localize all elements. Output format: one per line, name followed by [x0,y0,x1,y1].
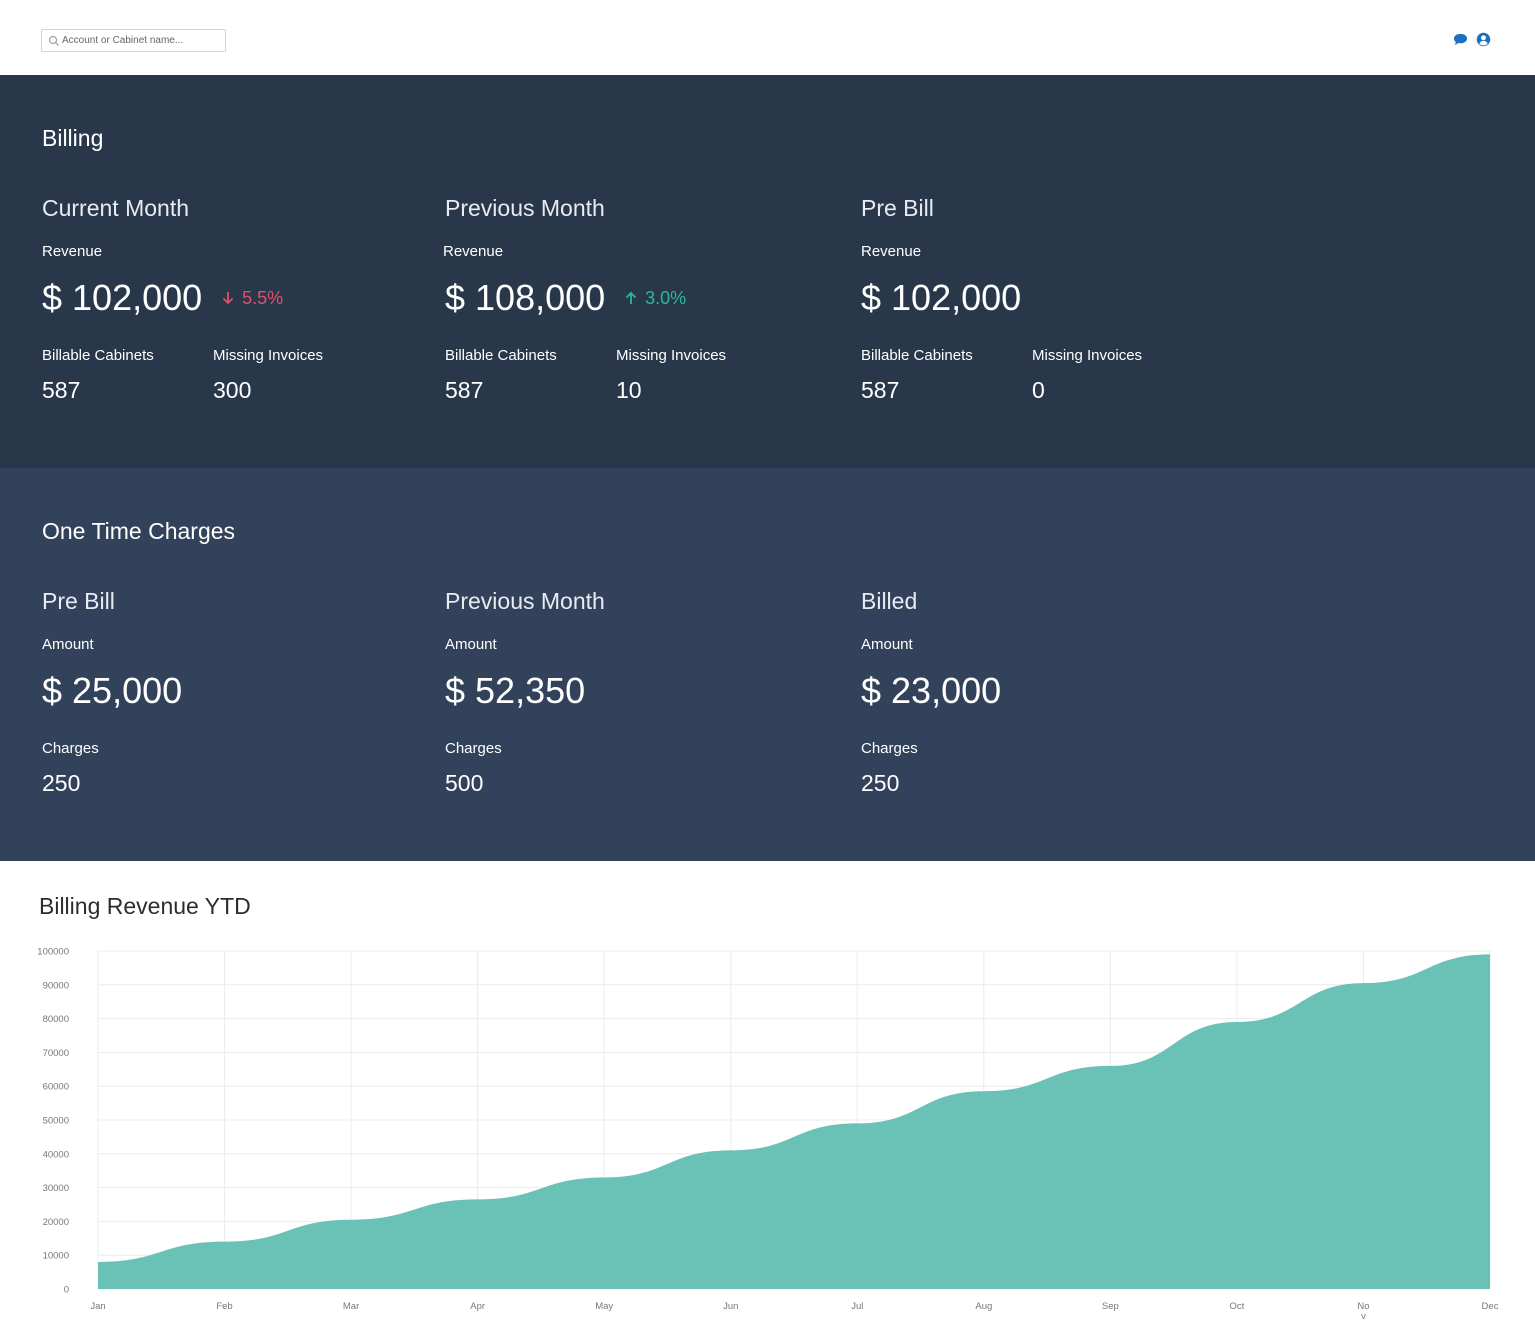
x-tick-label: Jun [723,1301,738,1312]
amount-value: $ 102,000 [42,277,203,318]
x-tick-label: v [1361,1311,1366,1322]
x-tick-label: No [1357,1301,1369,1312]
otc-previous-month: Previous Month Amount $ 52,350 Charges 5… [445,588,605,796]
y-tick-label: 90000 [43,980,69,991]
trend-value: 5.5% [242,287,284,308]
charges-label: Charges [861,740,918,757]
otc-pre-bill: Pre Bill Amount $ 25,000 Charges 250 [42,588,182,796]
billing-current-month: Current Month Revenue $ 102,000 5.5% Bil… [42,195,323,403]
charges-value: 250 [42,770,81,796]
y-tick-label: 70000 [43,1048,69,1059]
amount-label: Amount [861,636,913,653]
column-heading: Previous Month [445,195,605,221]
y-tick-label: 40000 [43,1149,69,1160]
y-tick-label: 20000 [43,1217,69,1228]
amount-value: $ 108,000 [445,277,606,318]
user-icon[interactable] [1476,32,1491,47]
search-input[interactable] [62,32,222,49]
charges-value: 250 [861,770,900,796]
column-heading: Previous Month [445,588,605,614]
one-time-charges-title: One Time Charges [42,518,236,544]
missing-invoices-value: 0 [1032,377,1045,403]
revenue-label: Revenue [42,243,103,260]
x-tick-label: May [595,1301,613,1312]
revenue-area-chart: 0 10000 20000 30000 40000 50000 60000 70000 8000… [37,947,1499,1323]
missing-invoices-label: Missing Invoices [1032,347,1143,364]
chat-icon[interactable] [1453,32,1468,47]
top-bar [0,0,1535,75]
billable-cabinets-value: 587 [42,377,81,403]
missing-invoices-label: Missing Invoices [213,347,324,364]
revenue-amount: $ 102,000 5.5% [42,277,283,319]
billable-cabinets-value: 587 [861,377,900,403]
amount-value: $ 23,000 [861,670,1002,711]
x-tick-label: Apr [470,1301,485,1312]
amount-value: $ 102,000 [861,277,1022,318]
missing-invoices-value: 300 [213,377,252,403]
revenue-label: Revenue [861,243,922,260]
trend-up: 3.0% [623,288,686,309]
revenue-label: Revenue [443,243,504,260]
billable-cabinets-label: Billable Cabinets [445,347,557,364]
x-tick-label: Sep [1102,1301,1119,1312]
x-tick-label: Mar [343,1301,359,1312]
search-box[interactable] [41,29,226,52]
billable-cabinets-value: 587 [445,377,484,403]
chart-title: Billing Revenue YTD [39,893,251,919]
y-tick-label: 100000 [37,947,69,958]
column-heading: Pre Bill [42,588,115,614]
billing-pre-bill: Pre Bill Revenue $ 102,000 Billable Cabi… [861,195,1142,403]
arrow-up-icon [626,291,637,304]
amount-value: $ 25,000 [42,670,183,711]
x-tick-label: Aug [975,1301,992,1312]
one-time-charges-section: One Time Charges Pre Bill Amount $ 25,00… [0,468,1535,861]
revenue-amount: $ 108,000 3.0% [445,277,686,319]
x-tick-label: Oct [1230,1301,1245,1312]
column-heading: Current Month [42,195,190,221]
y-tick-label: 30000 [43,1183,69,1194]
missing-invoices-value: 10 [616,377,642,403]
arrow-down-icon [223,292,234,305]
trend-down: 5.5% [220,288,283,309]
missing-invoices-label: Missing Invoices [616,347,727,364]
billing-section: Billing Current Month Revenue $ 102,000 … [0,75,1535,468]
column-heading: Pre Bill [861,195,934,221]
x-tick-label: Dec [1482,1301,1499,1312]
billing-previous-month: Previous Month Revenue $ 108,000 3.0% Bi… [443,195,726,403]
amount-value: $ 52,350 [445,670,586,711]
revenue-area [98,954,1490,1289]
x-tick-label: Feb [216,1301,232,1312]
y-tick-label: 50000 [43,1116,69,1127]
x-tick-label: Jul [851,1301,863,1312]
otc-billed: Billed Amount $ 23,000 Charges 250 [861,588,1001,796]
x-tick-label: Jan [90,1301,105,1312]
charges-value: 500 [445,770,484,796]
y-tick-label: 60000 [43,1082,69,1093]
billable-cabinets-label: Billable Cabinets [42,347,154,364]
trend-value: 3.0% [645,287,687,308]
billing-revenue-chart: Billing Revenue YTD 0 10000 20000 30000 4000… [0,861,1535,1342]
billing-title: Billing [42,125,104,151]
revenue-amount: $ 102,000 [861,277,1021,319]
charges-label: Charges [445,740,502,757]
column-heading: Billed [861,588,918,614]
search-icon [48,35,59,46]
charges-label: Charges [42,740,99,757]
billable-cabinets-label: Billable Cabinets [861,347,973,364]
amount-label: Amount [445,636,497,653]
y-tick-label: 0 [64,1285,69,1296]
y-tick-label: 10000 [43,1251,69,1262]
amount-label: Amount [42,636,94,653]
y-tick-label: 80000 [43,1014,69,1025]
